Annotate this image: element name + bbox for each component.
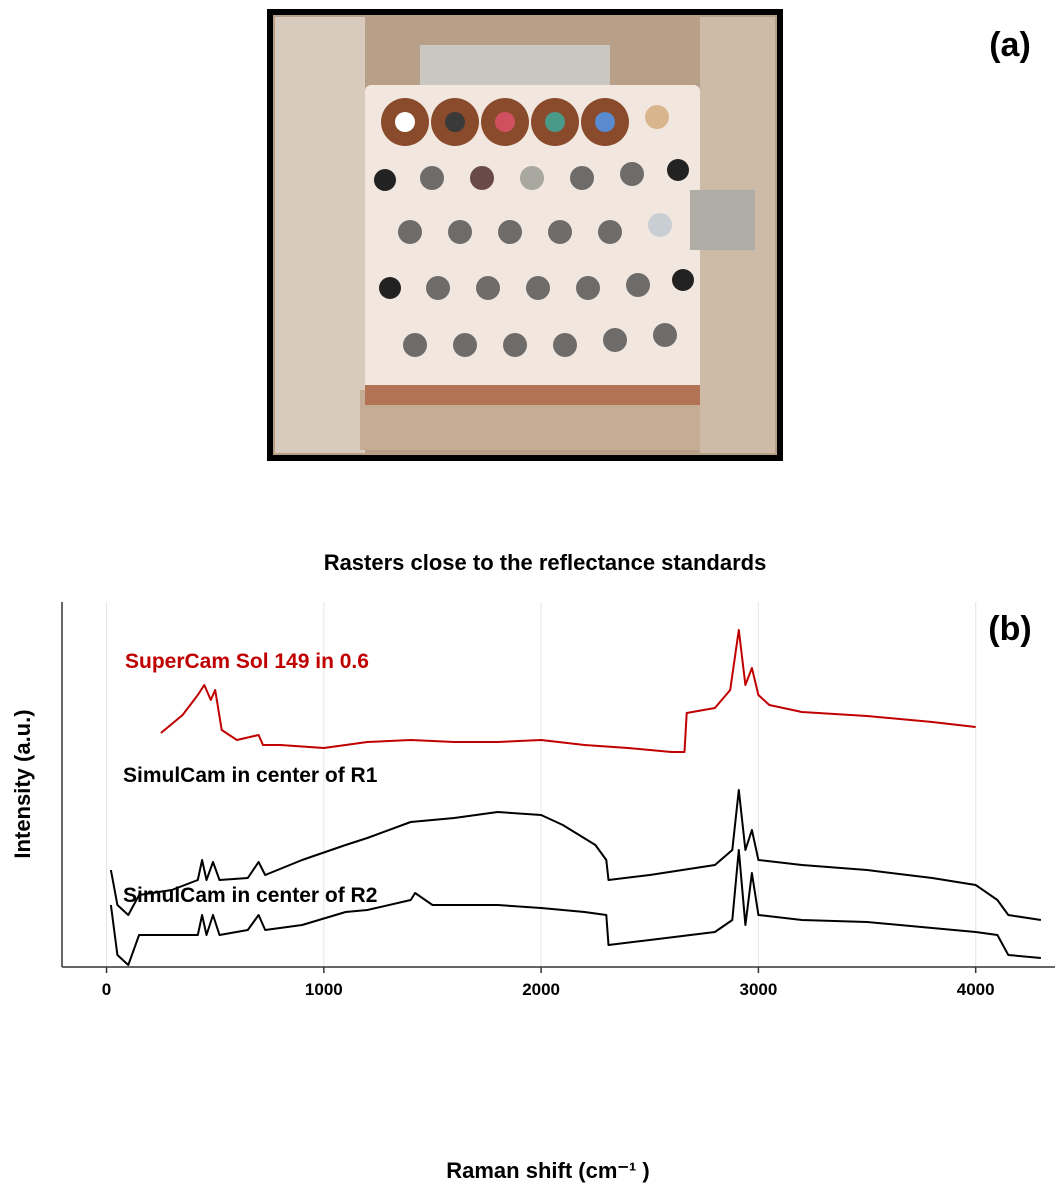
y-axis-label: Intensity (a.u.) (10, 709, 35, 858)
x-tick-label: 0 (102, 980, 111, 999)
line (109, 789, 1042, 921)
panel-label: (a) (989, 26, 1031, 64)
photo (267, 9, 783, 461)
x-axis-label: Raman shift (cm⁻¹ ) (446, 1158, 650, 1183)
x-tick-label: 1000 (305, 980, 343, 999)
panel-label: (b) (988, 610, 1031, 648)
series-label: SimulCam in center of R2 (123, 884, 377, 907)
line (160, 629, 976, 753)
plot: 0 1000 2000 3000 4000 SuperCam Sol 149 in 0.6… (61, 602, 1055, 999)
line (109, 849, 1041, 966)
series-label: SimulCam in center of R1 (123, 764, 378, 787)
x-tick-label: 3000 (739, 980, 777, 999)
x-tick-label: 4000 (957, 980, 995, 999)
chart-title: Rasters close to the reflectance standar… (324, 550, 767, 575)
x-tick-label: 2000 (522, 980, 560, 999)
series-label: SuperCam Sol 149 in 0.6 (125, 650, 369, 673)
